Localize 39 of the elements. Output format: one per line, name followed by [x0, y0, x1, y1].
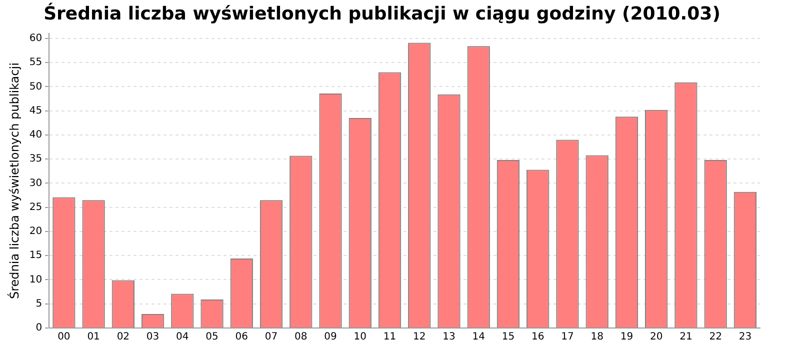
x-tick-label: 07 — [264, 332, 278, 343]
x-tick-label: 10 — [354, 332, 366, 343]
x-tick-label: 02 — [116, 332, 130, 343]
x-tick-label: 16 — [531, 332, 544, 343]
y-axis-title: Średnia liczba wyświetlonych publikacji — [6, 62, 22, 300]
y-tick-label: 35 — [29, 154, 42, 165]
x-tick-label: 00 — [58, 332, 70, 343]
y-tick-label: 15 — [29, 250, 42, 262]
y-tick-label: 30 — [29, 178, 42, 189]
x-tick-label: 15 — [502, 332, 515, 343]
y-tick-label: 55 — [29, 57, 42, 68]
x-tick-label: 22 — [709, 332, 722, 343]
x-tick-label: 12 — [413, 332, 426, 343]
y-tick-label: 20 — [29, 226, 42, 238]
x-tick-label: 03 — [146, 332, 160, 343]
y-tick-label: 50 — [29, 81, 42, 92]
y-tick-label: 60 — [29, 33, 42, 44]
y-tick-label: 25 — [29, 202, 42, 213]
chart-title: Średnia liczba wyświetlonych publikacji w ciągu godziny (2010.03) — [44, 2, 720, 24]
x-tick-label: 20 — [650, 332, 663, 343]
y-tick-label: 40 — [29, 130, 42, 141]
y-tick-label: 5 — [36, 298, 42, 310]
x-tick-label: 17 — [561, 332, 574, 343]
x-tick-label: 21 — [680, 332, 692, 343]
x-tick-label: 09 — [324, 332, 337, 343]
x-tick-label: 06 — [235, 332, 248, 343]
x-tick-label: 04 — [176, 332, 189, 343]
y-tick-label: 45 — [29, 105, 42, 116]
y-tick-label: 10 — [29, 274, 42, 286]
x-tick-label: 01 — [87, 332, 100, 343]
x-tick-label: 08 — [294, 332, 308, 343]
x-tick-label: 05 — [206, 332, 218, 343]
x-tick-label: 13 — [442, 332, 456, 343]
x-tick-label: 19 — [620, 332, 634, 343]
y-tick-label: 0 — [36, 322, 42, 334]
x-tick-label: 23 — [738, 332, 752, 343]
x-tick-label: 14 — [472, 332, 485, 343]
x-tick-label: 18 — [590, 332, 604, 343]
x-tick-label: 11 — [383, 332, 396, 343]
